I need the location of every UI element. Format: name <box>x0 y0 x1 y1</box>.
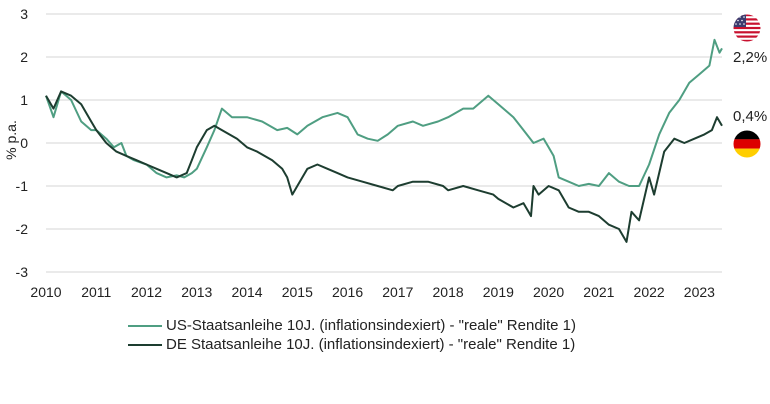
axis-ticks: -3 -2 -1 0 1 2 3 2010 2011 2012 2013 2014 2015 2016 20… <box>16 6 716 300</box>
x-tick-label: 2017 <box>382 284 413 300</box>
legend-label-us: US-Staatsanleihe 10J. (inflationsindexie… <box>166 317 577 334</box>
x-tick-label: 2022 <box>634 284 665 300</box>
de-end-label: 0,4% <box>733 108 767 125</box>
series-lines <box>45 38 723 243</box>
legend-item-de: DE Staatsanleihe 10J. (inflationsindexie… <box>128 335 576 354</box>
legend-swatch-de <box>128 343 162 346</box>
legend-label-de: DE Staatsanleihe 10J. (inflationsindexie… <box>166 336 576 353</box>
legend-item-us: US-Staatsanleihe 10J. (inflationsindexie… <box>128 316 576 335</box>
y-tick-label: 2 <box>20 49 28 65</box>
x-tick-label: 2015 <box>282 284 313 300</box>
x-tick-label: 2016 <box>332 284 363 300</box>
x-tick-label: 2010 <box>30 284 61 300</box>
y-tick-label: 1 <box>20 92 28 108</box>
y-axis-label: % p.a. <box>3 120 19 160</box>
x-tick-label: 2014 <box>231 284 262 300</box>
y-tick-label: -2 <box>16 221 29 237</box>
x-tick-label: 2023 <box>684 284 715 300</box>
grid-lines <box>46 13 722 273</box>
series-line-de <box>45 90 723 243</box>
x-tick-label: 2012 <box>131 284 162 300</box>
y-tick-label: 3 <box>20 6 28 22</box>
y-tick-label: 0 <box>20 135 28 151</box>
y-tick-label: -3 <box>16 264 29 280</box>
x-tick-label: 2011 <box>81 284 111 300</box>
legend-swatch-us <box>128 324 162 327</box>
x-tick-label: 2019 <box>483 284 514 300</box>
us-end-label: 2,2% <box>733 49 767 66</box>
de-flag-icon <box>733 130 761 158</box>
x-tick-label: 2020 <box>533 284 564 300</box>
x-tick-label: 2018 <box>433 284 464 300</box>
legend: US-Staatsanleihe 10J. (inflationsindexie… <box>128 316 576 354</box>
us-flag-icon <box>733 14 761 42</box>
y-tick-label: -1 <box>16 178 29 194</box>
x-tick-label: 2013 <box>181 284 212 300</box>
x-tick-label: 2021 <box>583 284 614 300</box>
